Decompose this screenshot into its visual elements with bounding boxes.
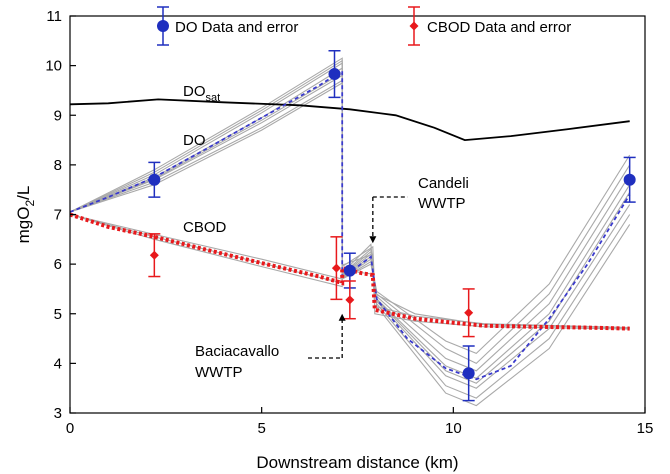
dosat-label-sub: sat [206,92,221,104]
candeli-label-line2: WWTP [418,195,465,212]
y-tick-label: 5 [54,306,62,323]
x-ticks: 0 5 10 15 [66,407,654,437]
cbod-observation [330,236,343,301]
cbod-ensemble-line [69,213,630,329]
y-tick-label: 4 [54,355,62,372]
do-observation-point [623,173,636,186]
baciacavallo-arrowhead [338,313,346,321]
legend-diamond [409,21,419,31]
cbod-ensemble-line [69,213,630,330]
do-observation [328,49,341,99]
do-observation [623,156,636,203]
y-axis-title: mgO2/L [14,186,37,244]
cbod-model-mean-line [69,212,630,331]
candeli-label-line1: Candeli [418,175,469,192]
y-tick-label: 10 [45,58,62,75]
y-tick-label: 9 [54,107,62,124]
cbod-ensemble-line [69,213,630,329]
observations [148,49,636,402]
y-axis-title-sub: 2 [23,200,37,207]
x-tick-label: 15 [637,420,654,437]
do-ensemble-line [69,79,631,365]
x-axis-title: Downstream distance (km) [256,453,458,472]
y-tick-label: 3 [54,405,62,422]
do-observation-point [328,68,341,81]
cbod-observation-point [149,250,159,260]
baciacavallo-label-line2: WWTP [195,364,242,381]
plot-frame [69,15,646,414]
y-axis-title-tail: /L [14,186,33,200]
do-model-mean-line [69,68,631,381]
do-label: DO [183,132,206,149]
legend-cbod-label: CBOD Data and error [427,19,571,36]
dosat-line [69,98,630,142]
y-axis-title-main: mgO [14,207,33,244]
cbod-observation-point [331,263,341,273]
do-observation-point [343,264,356,277]
x-tick-label: 10 [445,420,462,437]
do-ensemble-line [69,57,631,407]
dosat-label: DOsat [183,83,220,104]
y-tick-label: 7 [54,207,62,224]
do-ensemble-line [69,59,631,399]
baciacavallo-label-line1: Baciacavallo [195,343,279,360]
legend: DO Data and error CBOD Data and error [157,6,571,46]
y-tick-label: 6 [54,256,62,273]
cbod-observation [148,233,161,278]
do-ensemble-line [69,82,631,355]
y-tick-label: 8 [54,157,62,174]
do-observation [148,161,161,198]
candeli-arrowhead [369,236,377,244]
model-ensemble [69,57,631,407]
legend-cbod-marker [408,6,420,46]
cbod-observation [343,280,356,320]
y-tick-label: 11 [46,8,62,25]
legend-circle [157,20,169,32]
y-ticks: 3 4 5 6 7 8 9 10 11 [45,8,76,422]
do-observation-point [462,367,475,380]
cbod-observation-point [345,295,355,305]
dosat-series [69,98,630,142]
model-mean-series [69,68,631,381]
legend-do-marker [157,6,169,46]
x-tick-label: 5 [257,420,265,437]
do-ensemble-line [69,62,631,389]
cbod-label: CBOD [183,219,227,236]
dosat-label-main: DO [183,83,206,100]
cbod-observation-point [464,308,474,318]
do-ensemble-line [69,67,631,384]
x-tick-label: 0 [66,420,74,437]
wwtp-annotations [308,196,408,359]
legend-do-label: DO Data and error [175,19,298,36]
do-observation-point [148,173,161,186]
axes [69,15,646,414]
do-ensemble-line [69,72,631,379]
cbod-observation [462,288,475,338]
do-observation [462,345,475,402]
